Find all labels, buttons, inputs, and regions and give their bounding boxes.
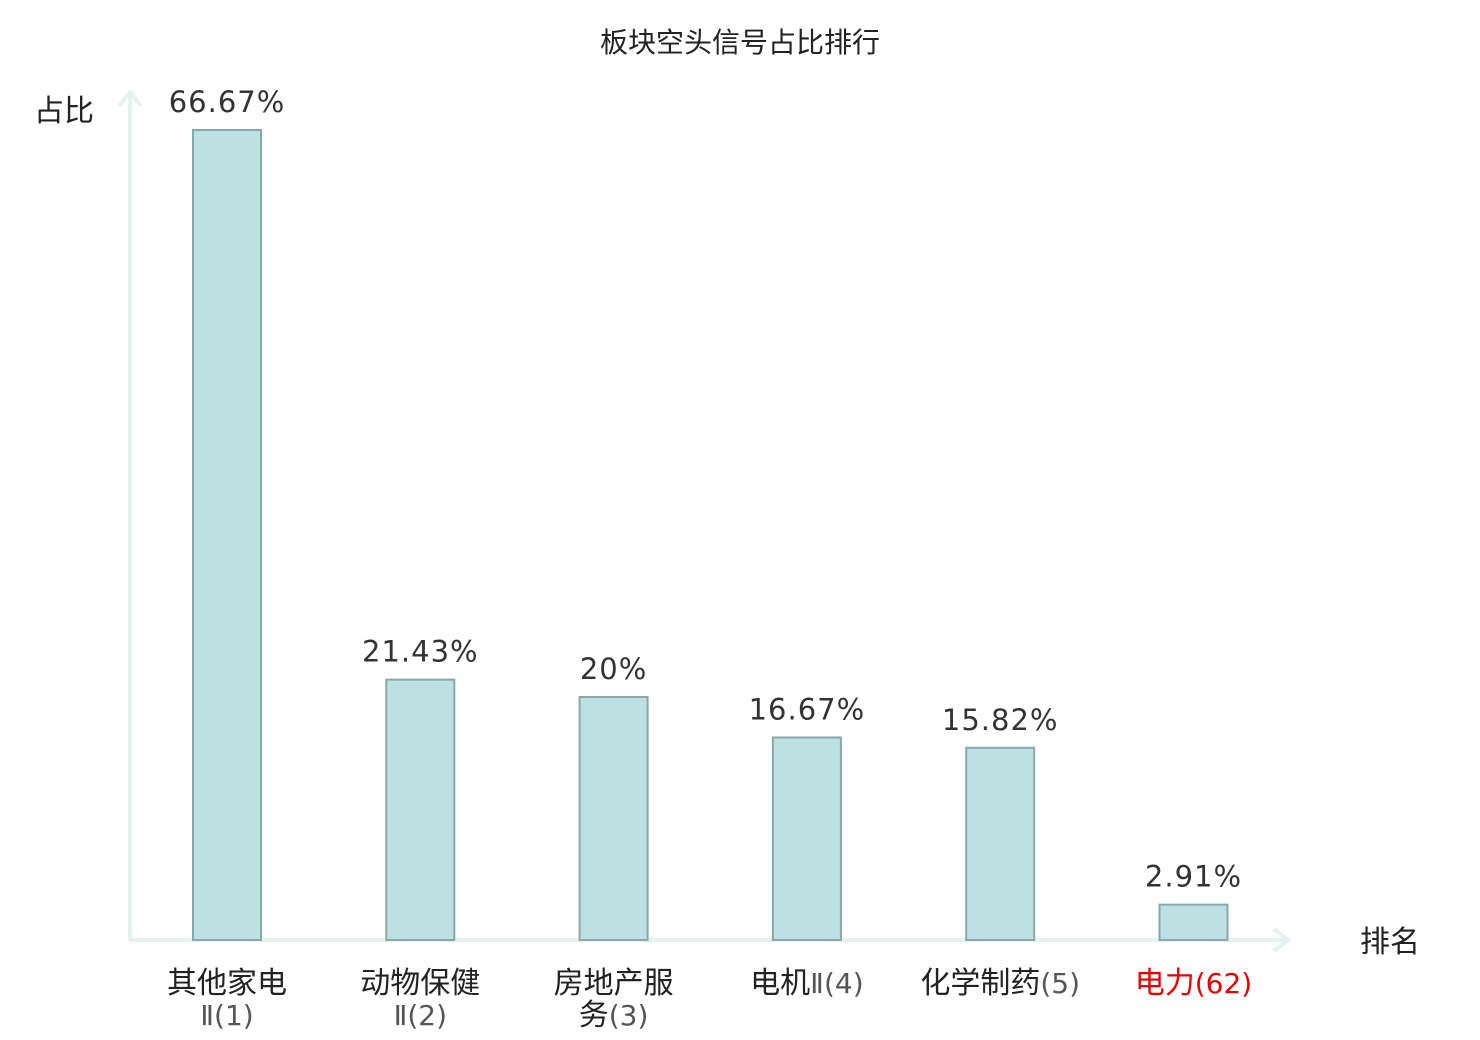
x-axis-label: 排名 xyxy=(1360,925,1420,960)
x-axis xyxy=(130,927,1292,953)
category-label-2-line-2: Ⅱ(2) xyxy=(394,999,447,1032)
bar-2 xyxy=(385,678,456,941)
value-label-5: 15.82% xyxy=(942,703,1059,737)
bar-4 xyxy=(771,736,842,941)
category-label-2-line-1: 动物保健 xyxy=(360,966,480,1001)
bar-3 xyxy=(578,696,649,941)
category-label-1-line-2: Ⅱ(1) xyxy=(200,999,253,1032)
value-labels-group: 66.67% 21.43% 20% 16.67% 15.82% 2.91% xyxy=(169,85,1242,894)
category-label-3-line-2: 务(3) xyxy=(579,998,649,1033)
category-label-3-line-1: 房地产服 xyxy=(554,966,674,1001)
bar-1 xyxy=(192,129,262,941)
category-label-5-line-1: 化学制药(5) xyxy=(920,966,1080,1001)
value-label-2: 21.43% xyxy=(362,635,479,669)
value-label-1: 66.67% xyxy=(169,85,286,119)
bar-6 xyxy=(1158,903,1229,941)
y-axis-label: 占比 xyxy=(34,94,94,129)
value-label-6: 2.91% xyxy=(1145,860,1242,894)
bar-5 xyxy=(965,746,1036,942)
value-label-3: 20% xyxy=(580,652,647,686)
category-label-4-line-1: 电机Ⅱ(4) xyxy=(750,966,863,1001)
value-label-4: 16.67% xyxy=(749,692,866,726)
category-label-1-line-1: 其他家电 xyxy=(167,966,287,1001)
chart-title: 板块空头信号占比排行 xyxy=(600,26,880,59)
category-label-6-line-1: 电力(62) xyxy=(1135,966,1252,1001)
bars-group xyxy=(192,129,1229,942)
y-axis xyxy=(117,88,143,940)
